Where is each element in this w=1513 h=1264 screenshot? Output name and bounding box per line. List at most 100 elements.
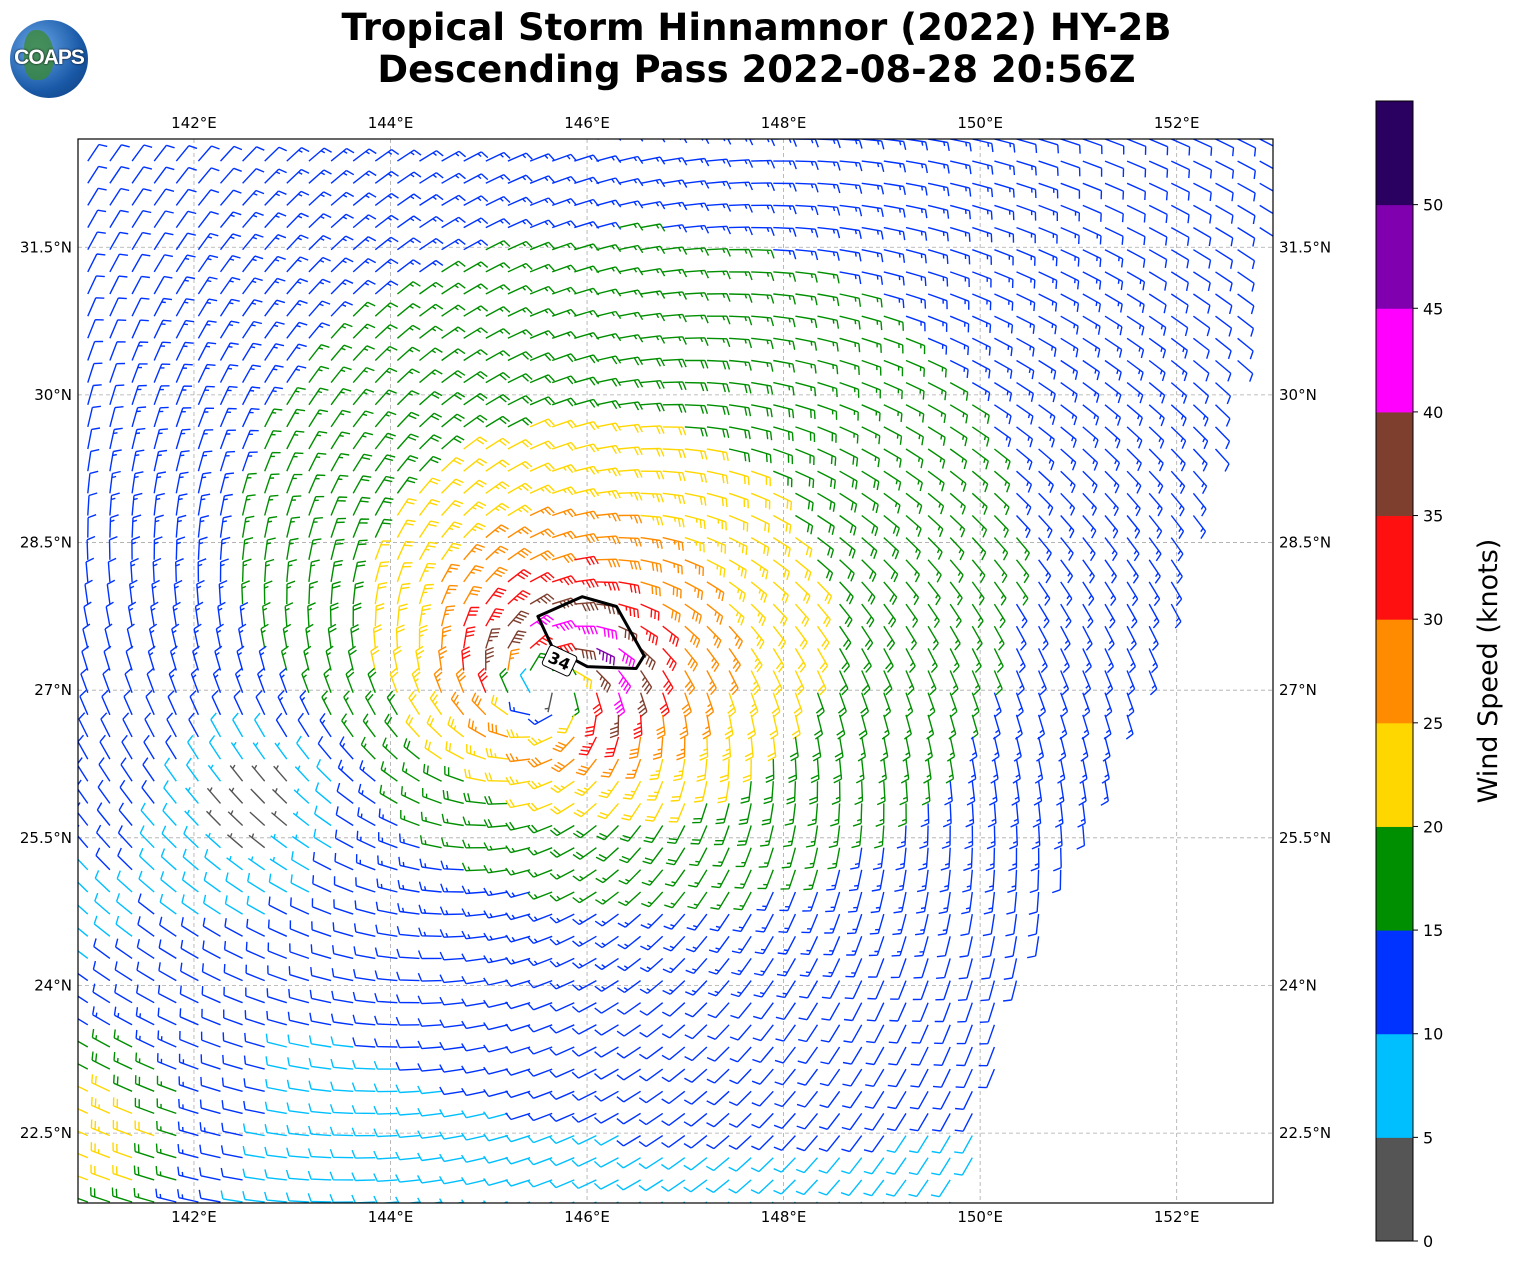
wind-barb: [441, 150, 467, 162]
wind-barb: [461, 908, 486, 917]
wind-barb: [795, 470, 815, 489]
wind-barb: [684, 559, 704, 577]
wind-barb: [423, 763, 442, 782]
wind-barb: [908, 1179, 929, 1198]
wind-barb: [505, 956, 531, 965]
wind-barb: [307, 1170, 332, 1181]
wind-barb: [418, 498, 440, 516]
wind-barb: [198, 1189, 221, 1203]
wind-barb: [351, 1104, 376, 1115]
wind-barb: [442, 790, 464, 805]
wind-barb: [106, 579, 116, 605]
wind-barb: [1016, 426, 1034, 448]
wind-barb: [1237, 249, 1256, 270]
wind-barb: [337, 759, 354, 782]
wind-barb: [706, 536, 727, 554]
wind-barb: [297, 712, 310, 738]
wind-barb: [129, 579, 138, 605]
wind-barb: [483, 932, 509, 941]
wind-barb: [112, 1165, 133, 1181]
wind-barb: [1148, 182, 1168, 201]
wind-barb: [706, 315, 731, 325]
wind-barb: [222, 1054, 243, 1070]
wind-barb: [507, 438, 533, 450]
wind-barb: [661, 1024, 686, 1039]
wind-barb: [839, 514, 857, 536]
wind-barb: [817, 160, 841, 171]
wind-barb: [396, 433, 419, 450]
wind-barb: [881, 714, 890, 740]
wind-barb: [484, 795, 508, 805]
wind-barb: [180, 939, 199, 960]
wind-barb: [661, 1135, 686, 1148]
wind-barb: [551, 419, 578, 429]
wind-barb: [1082, 293, 1101, 313]
wind-barb: [1126, 603, 1138, 629]
wind-barb: [551, 264, 578, 273]
wind-barb: [949, 625, 961, 651]
lat-tick-label-right: 27°N: [1279, 681, 1317, 699]
wind-barb: [866, 1024, 885, 1044]
wind-barb: [78, 1040, 89, 1048]
wind-barb: [1237, 204, 1256, 225]
wind-barb: [1148, 470, 1164, 494]
wind-barb: [264, 1169, 287, 1181]
wind-barb: [308, 517, 323, 538]
wind-barb: [418, 604, 432, 627]
wind-barb: [352, 991, 376, 1004]
wind-barb: [175, 471, 189, 494]
wind-barb: [616, 1002, 642, 1015]
wind-barb: [834, 736, 844, 762]
wind-barb: [927, 692, 936, 718]
wind-barb: [420, 811, 442, 827]
wind-barb: [1170, 537, 1184, 562]
wind-barb: [639, 1068, 664, 1082]
wind-barb: [551, 353, 578, 363]
wind-barb: [330, 1036, 354, 1048]
wind-barb: [817, 514, 835, 535]
wind-barb: [308, 1125, 332, 1137]
wind-barb: [795, 404, 816, 420]
wind-barb: [219, 493, 233, 516]
wind-barb: [882, 1201, 885, 1203]
wind-barb: [863, 1157, 885, 1175]
wind-barb: [330, 538, 345, 560]
wind-barb: [330, 431, 351, 450]
wind-barb: [883, 160, 907, 173]
wind-barb: [1193, 271, 1211, 292]
wind-barb: [109, 427, 123, 450]
wind-barb: [596, 177, 622, 186]
wind-barb: [888, 1024, 907, 1044]
wind-barb: [571, 1046, 597, 1057]
wind-barb: [641, 891, 664, 908]
wind-barb: [836, 714, 846, 740]
wind-barb: [838, 648, 851, 673]
wind-barb: [419, 347, 443, 362]
wind-barb: [962, 869, 973, 893]
wind-barb: [329, 1193, 354, 1203]
wind-barb: [643, 825, 664, 844]
wind-barb: [197, 363, 216, 383]
wind-barb: [1054, 803, 1064, 828]
wind-barb: [875, 803, 885, 827]
wind-barb: [417, 1152, 442, 1162]
wind-barb: [1192, 404, 1209, 427]
wind-barb: [913, 958, 929, 979]
wind-barb: [909, 1113, 929, 1132]
wind-barb: [574, 533, 599, 543]
wind-barb: [1011, 781, 1020, 806]
wind-barb: [789, 736, 799, 762]
wind-barb: [858, 714, 868, 740]
wind-barb: [551, 486, 578, 496]
wind-barb: [463, 151, 489, 162]
wind-barb: [1193, 160, 1213, 179]
wind-barb: [646, 780, 664, 801]
wind-barb: [751, 359, 774, 372]
wind-barb: [373, 1150, 398, 1160]
wind-barb: [754, 935, 774, 955]
wind-barb: [692, 803, 708, 824]
wind-barb: [419, 172, 444, 184]
wind-barb: [729, 139, 754, 146]
wind-barb: [839, 492, 858, 513]
wind-barb: [90, 1142, 111, 1159]
